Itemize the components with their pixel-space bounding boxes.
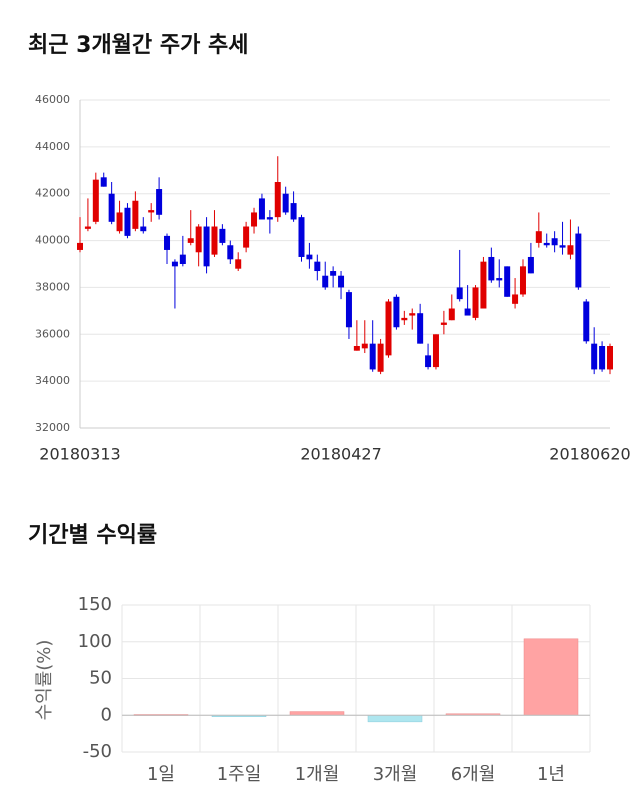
y-tick-label: 34000: [35, 374, 70, 387]
candle-body: [401, 317, 408, 321]
candle-body: [266, 217, 273, 220]
candle-body: [314, 261, 321, 272]
candle-body: [251, 212, 258, 227]
candle-body: [258, 198, 265, 220]
y-tick-label: 42000: [35, 187, 70, 200]
candle-body: [282, 193, 289, 213]
y-tick-label: 44000: [35, 140, 70, 153]
x-tick-label: 1년: [537, 764, 565, 785]
candle-body: [361, 343, 368, 349]
candle-body: [353, 346, 360, 351]
candle-body: [132, 200, 139, 229]
candle-body: [377, 343, 384, 372]
candle-body: [179, 254, 186, 264]
candle-body: [322, 275, 329, 288]
y-tick-label: 40000: [35, 234, 70, 247]
candle-body: [171, 261, 178, 267]
candle-body: [195, 226, 202, 253]
y-tick-label: 46000: [35, 93, 70, 106]
candle-body: [464, 308, 471, 316]
y-tick-label: 100: [78, 631, 112, 652]
candle-body: [567, 245, 574, 255]
chart-title: 최근 3개월간 주가 추세: [28, 33, 248, 58]
candle-body: [243, 226, 250, 248]
candle-body: [575, 233, 582, 288]
y-tick-label: 38000: [35, 280, 70, 293]
candle-body: [92, 179, 99, 222]
x-tick-label: 1개월: [295, 764, 340, 785]
candle-body: [187, 238, 194, 243]
y-tick-label: 150: [78, 594, 112, 615]
x-tick-label: 20180427: [300, 445, 381, 464]
candle-body: [527, 256, 534, 274]
candle-body: [504, 266, 511, 297]
candle-body: [227, 245, 234, 260]
bar: [367, 715, 423, 723]
candle-body: [116, 212, 123, 232]
y-axis-label: 수익률(%): [34, 640, 55, 721]
chart-title: 기간별 수익률: [28, 523, 157, 548]
y-tick-label: 32000: [35, 421, 70, 434]
candle-body: [496, 278, 503, 281]
y-tick-label: -50: [83, 741, 112, 762]
candle-body: [583, 301, 590, 342]
x-tick-label: 20180620: [549, 445, 630, 464]
candle-body: [369, 343, 376, 370]
candle-body: [100, 177, 107, 187]
candle-body: [535, 231, 542, 243]
candle-body: [345, 292, 352, 328]
candle-body: [306, 254, 313, 260]
candle-body: [140, 226, 147, 232]
candle-body: [124, 207, 131, 236]
candle-body: [338, 275, 345, 288]
candle-body: [298, 217, 305, 257]
candle-body: [409, 313, 416, 316]
candle-body: [551, 238, 558, 246]
x-tick-label: 20180313: [39, 445, 120, 464]
x-tick-label: 3개월: [373, 764, 418, 785]
candle-body: [84, 226, 91, 229]
candle-body: [235, 259, 242, 269]
candle-body: [417, 313, 424, 344]
candle-body: [164, 235, 171, 250]
candle-body: [599, 346, 606, 370]
candle-body: [108, 193, 115, 222]
bar: [289, 711, 345, 716]
x-tick-label: 1일: [147, 764, 175, 785]
candle-body: [290, 203, 297, 220]
candle-body: [393, 296, 400, 328]
candle-body: [591, 343, 598, 370]
y-tick-label: 50: [89, 668, 112, 689]
candle-body: [219, 228, 226, 243]
candle-body: [448, 308, 455, 321]
candle-body: [607, 346, 613, 370]
candle-body: [148, 210, 155, 213]
x-tick-label: 6개월: [451, 764, 496, 785]
candle-body: [559, 245, 566, 248]
bar: [523, 638, 579, 716]
candle-body: [432, 334, 439, 368]
candle-body: [512, 294, 519, 304]
y-tick-label: 0: [101, 704, 112, 725]
candle-body: [77, 242, 83, 250]
candle-body: [274, 182, 281, 218]
candle-body: [330, 271, 337, 276]
candle-body: [385, 301, 392, 356]
candle-body: [156, 189, 163, 215]
candle-body: [425, 355, 432, 368]
candle-body: [203, 226, 210, 267]
candle-body: [440, 322, 447, 325]
candle-body: [472, 287, 479, 318]
candle-body: [480, 261, 487, 309]
candle-body: [488, 256, 495, 281]
x-tick-label: 1주일: [217, 764, 262, 785]
candle-body: [456, 287, 463, 300]
candle-body: [543, 242, 550, 246]
candle-body: [211, 226, 218, 255]
candle-body: [519, 266, 526, 295]
y-tick-label: 36000: [35, 327, 70, 340]
